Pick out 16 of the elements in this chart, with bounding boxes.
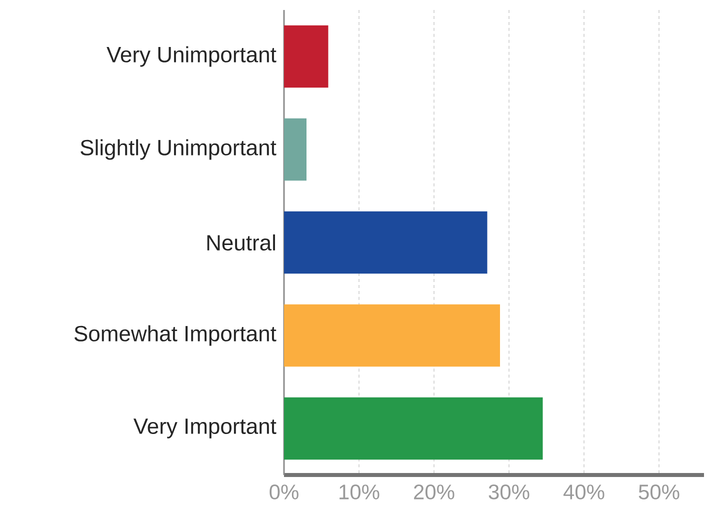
y-tick-label: Very Important — [134, 418, 276, 438]
y-tick-label: Very Unimportant — [106, 46, 276, 67]
x-tick-label: 50% — [638, 484, 680, 500]
y-tick-label: Slightly Unimportant — [80, 139, 276, 160]
y-tick-label: Neutral — [207, 234, 276, 251]
x-tick-label: 30% — [488, 484, 530, 500]
x-tick-label: 40% — [563, 484, 604, 500]
x-tick-label: 10% — [340, 484, 380, 500]
bar — [284, 304, 500, 367]
bar — [284, 211, 488, 274]
bar — [284, 118, 306, 181]
bar — [284, 25, 328, 88]
x-tick-label: 0% — [270, 484, 298, 500]
x-tick-label: 20% — [414, 484, 454, 500]
y-tick-label: Somewhat Important — [74, 325, 276, 346]
bar — [284, 397, 543, 460]
